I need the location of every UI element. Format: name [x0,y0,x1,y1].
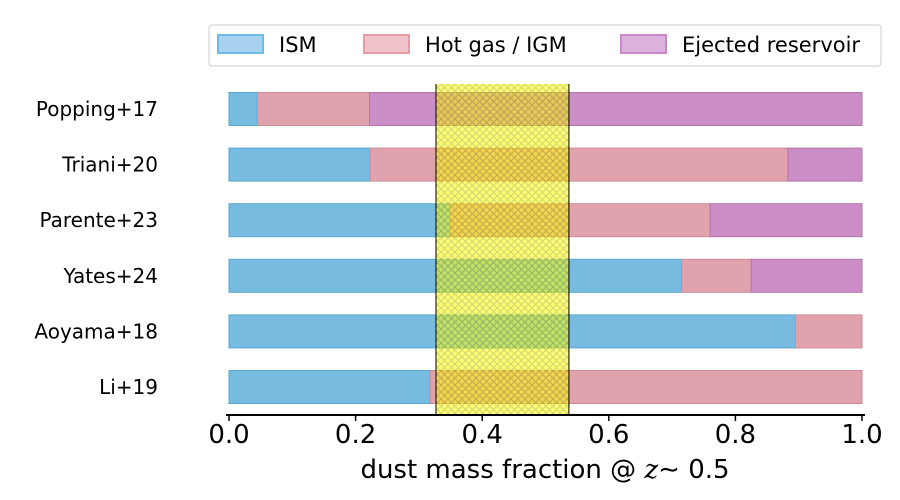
x-tick-label: 1.0 [841,420,882,450]
legend-label-ism: ISM [279,33,317,57]
legend: ISM Hot gas / IGM Ejected reservoir [208,24,882,67]
bar-li-19-series-0 [228,370,431,404]
bar-aoyama-18-series-1 [795,314,863,349]
x-axis-label-var: z [643,455,658,485]
bar-triani-20-series-2 [787,147,863,182]
x-tick-label: 0.2 [335,420,376,450]
x-tick-label: 0.0 [208,420,249,450]
x-tick-label: 0.4 [462,420,503,450]
bar-parente-23-series-2 [709,203,863,238]
bar-yates-24-series-1 [681,258,752,293]
highlight-band-group [435,84,570,415]
legend-swatch-ejected [620,34,667,54]
x-axis-label-suffix: ∼ 0.5 [658,455,729,485]
x-tick-label: 0.6 [588,420,629,450]
bar-parente-23-series-0 [228,203,452,238]
x-axis-label-prefix: dust mass fraction @ [360,455,644,485]
legend-label-hot-gas: Hot gas / IGM [425,33,567,57]
y-tick-label: Triani+20 [61,153,158,177]
y-tick-label: Parente+23 [39,208,158,232]
bar-popping-17-series-0 [228,92,258,126]
x-axis-label: dust mass fraction @ z∼ 0.5 [360,455,729,485]
legend-swatch-ism [217,34,264,54]
x-tick-label: 0.8 [715,420,756,450]
bar-triani-20-series-1 [369,147,789,182]
y-tick-label: Aoyama+18 [34,319,158,343]
bar-yates-24-series-2 [750,258,863,293]
bar-triani-20-series-0 [228,147,371,182]
highlight-band [435,84,569,415]
y-tick-label: Yates+24 [63,264,159,288]
y-tick-label: Li+19 [99,375,158,399]
legend-swatch-hot-gas [363,34,410,54]
legend-label-ejected: Ejected reservoir [682,33,860,57]
y-tick-label: Popping+17 [36,97,158,121]
x-axis: 0.0 0.2 0.4 0.6 0.8 1.0 [208,414,883,450]
y-tick-labels: Popping+17 Triani+20 Parente+23 Yates+24 Aoy… [34,97,158,399]
bar-popping-17-series-1 [256,92,371,126]
